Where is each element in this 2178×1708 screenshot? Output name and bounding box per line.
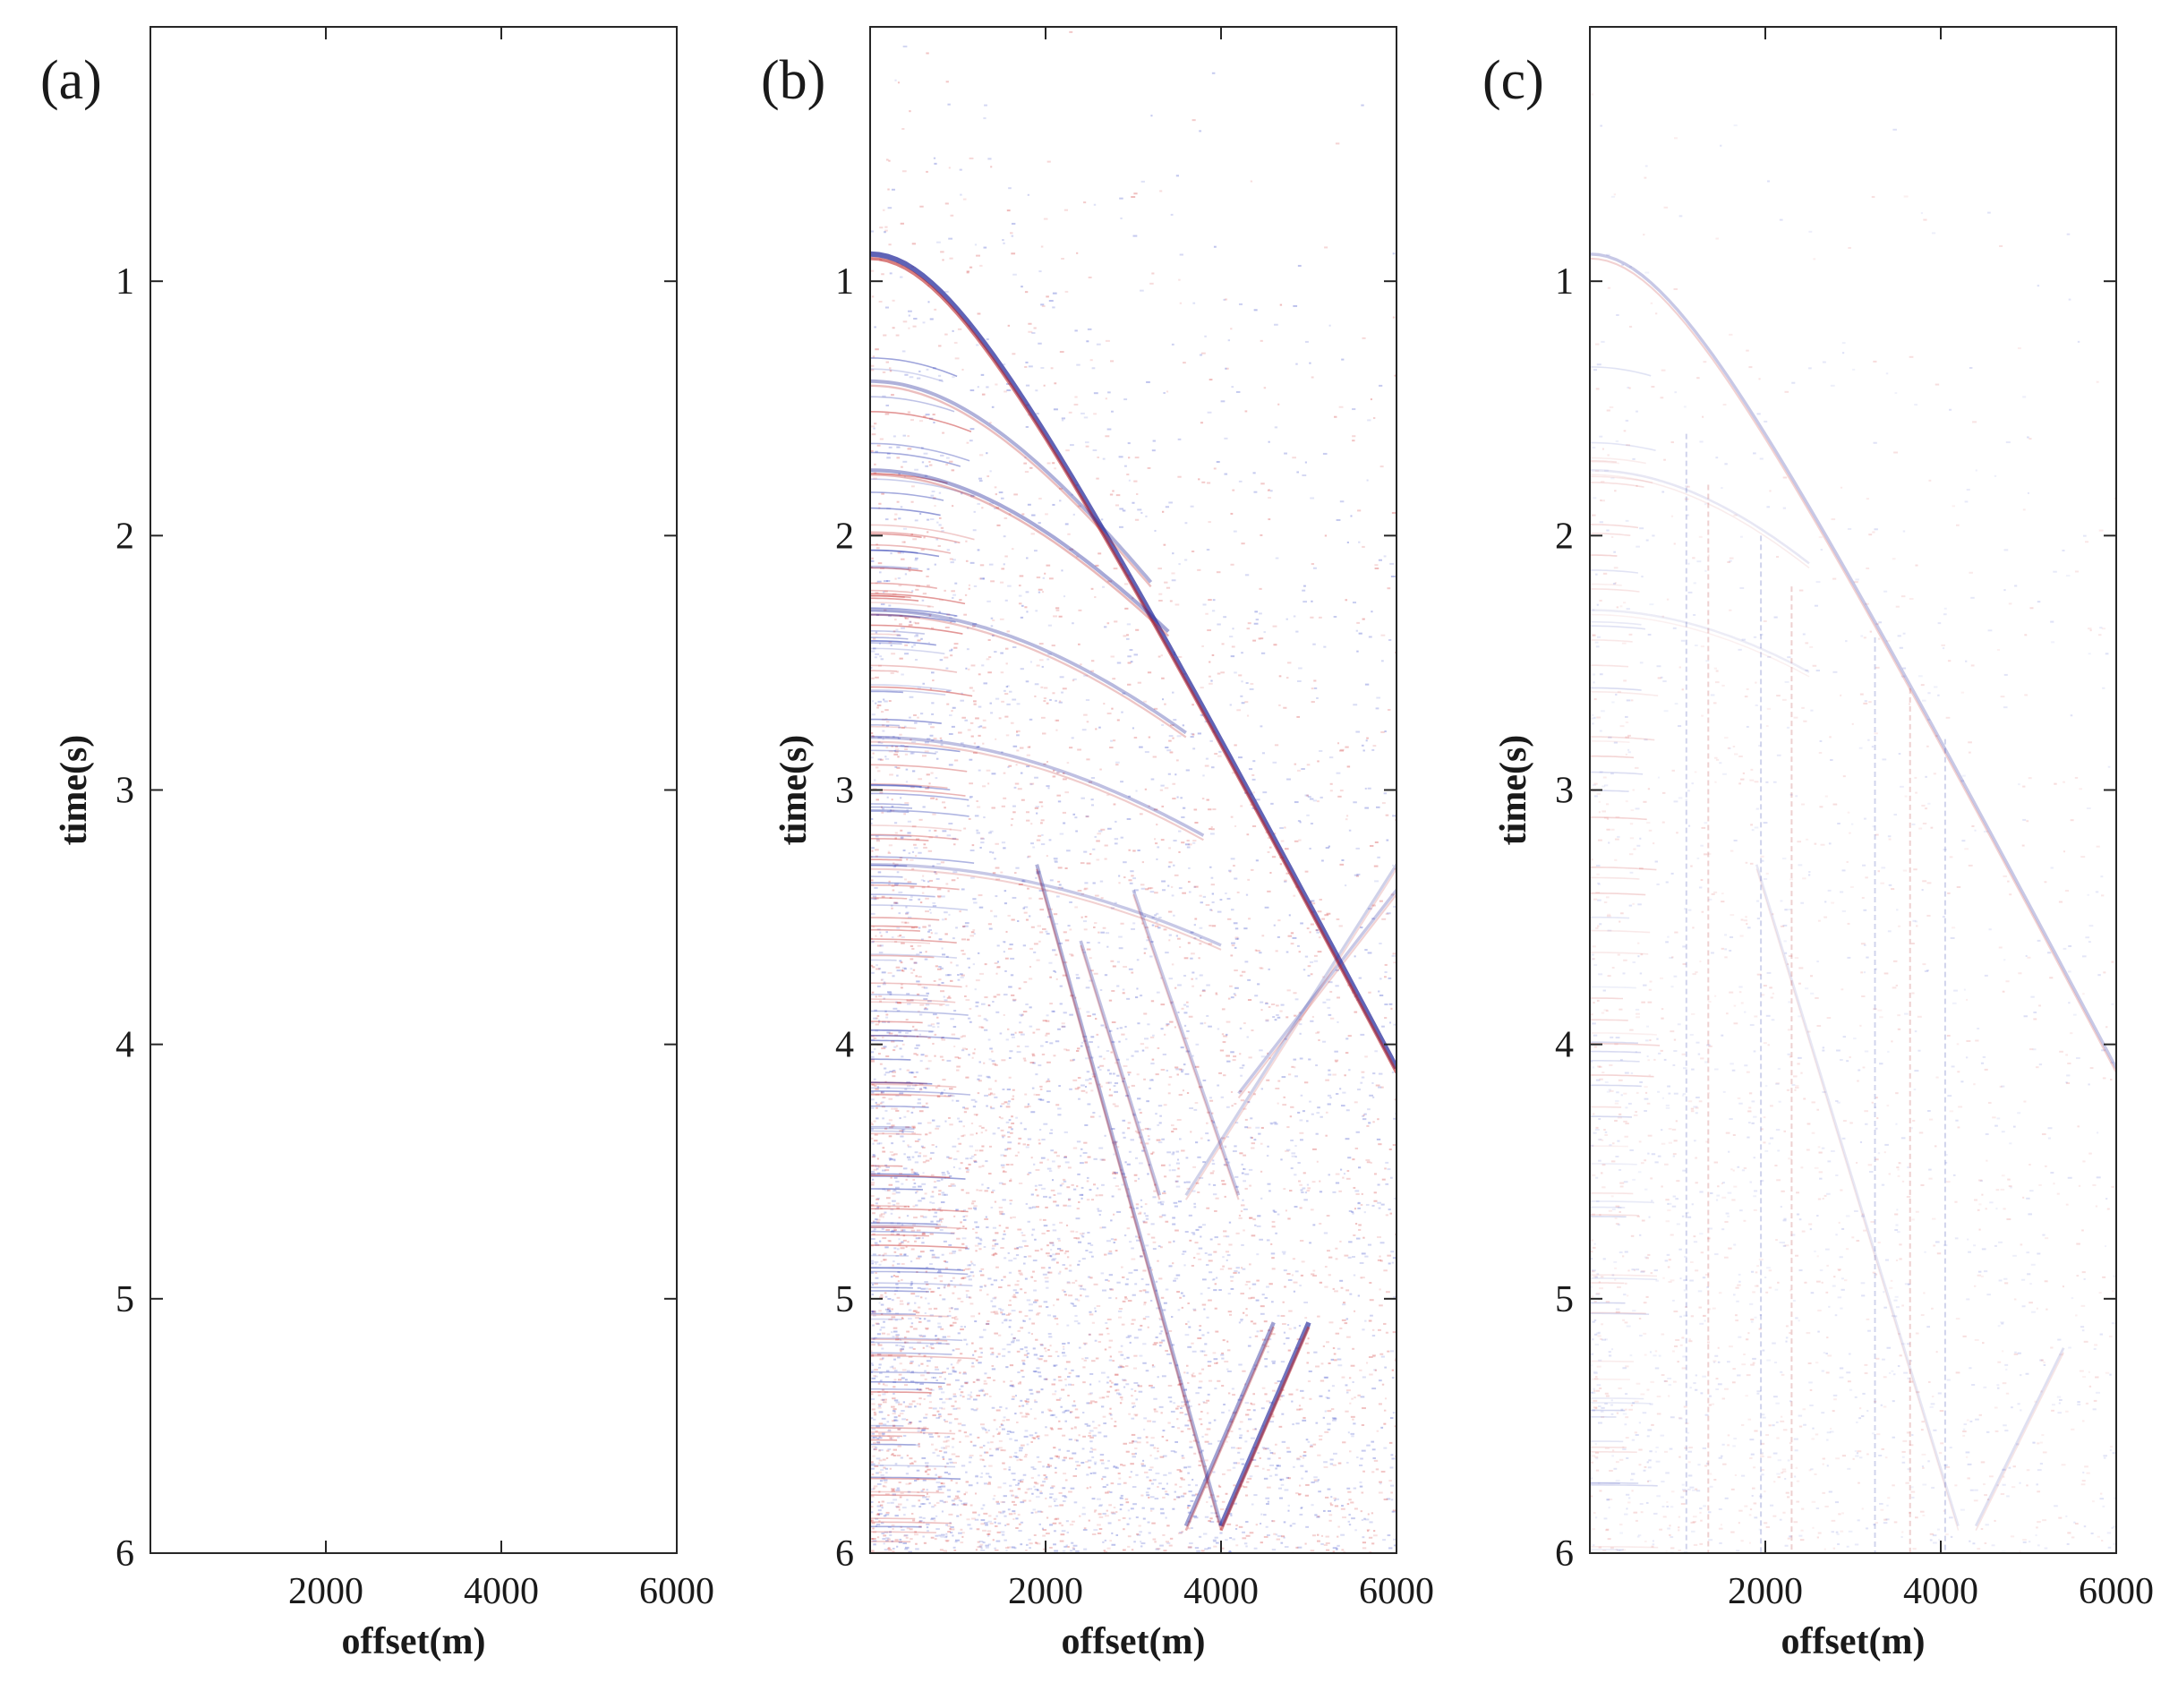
x-tick-label: 2000 xyxy=(288,1571,363,1612)
x-tick-label: 4000 xyxy=(464,1571,539,1612)
y-tick-label: 1 xyxy=(1555,261,1574,303)
plot-area xyxy=(1590,27,2116,1553)
x-tick-label: 6000 xyxy=(2079,1571,2154,1612)
y-axis-label: time(s) xyxy=(1493,735,1534,846)
y-tick-label: 5 xyxy=(835,1279,854,1320)
x-axis-label: offset(m) xyxy=(342,1621,486,1662)
x-tick-label: 6000 xyxy=(1359,1571,1434,1612)
y-tick-label: 6 xyxy=(835,1533,854,1575)
x-tick-label: 2000 xyxy=(1728,1571,1803,1612)
y-tick-label: 3 xyxy=(1555,771,1574,812)
panel-label: (c) xyxy=(1482,50,1544,111)
panel-label: (b) xyxy=(761,50,825,111)
y-tick-label: 3 xyxy=(835,771,854,812)
panel-a: 1 2 3 4 5 6 2000 4000 6000 offset(m) time(s) (a) xyxy=(40,27,714,1662)
x-axis-label: offset(m) xyxy=(1781,1621,1926,1662)
x-tick-label: 2000 xyxy=(1008,1571,1083,1612)
y-tick-label: 1 xyxy=(835,261,854,303)
y-tick-label: 6 xyxy=(115,1533,134,1575)
y-tick-label: 3 xyxy=(115,771,134,812)
y-tick-label: 4 xyxy=(115,1025,134,1066)
panel-label: (a) xyxy=(40,50,102,111)
y-tick-label: 2 xyxy=(835,516,854,557)
plot-area xyxy=(150,27,677,1553)
y-tick-label: 1 xyxy=(115,261,134,303)
y-tick-label: 4 xyxy=(835,1025,854,1066)
y-axis-label: time(s) xyxy=(54,735,95,846)
y-axis-label: time(s) xyxy=(773,735,815,846)
x-tick-label: 4000 xyxy=(1183,1571,1259,1612)
y-tick-label: 4 xyxy=(1555,1025,1574,1066)
x-axis-label: offset(m) xyxy=(1062,1621,1206,1662)
panel-c: 1 2 3 4 5 6 2000 4000 6000 offset(m) time(s) (c) xyxy=(1482,27,2154,1662)
x-tick-label: 4000 xyxy=(1903,1571,1978,1612)
y-tick-label: 5 xyxy=(115,1279,134,1320)
y-tick-label: 2 xyxy=(115,516,134,557)
y-tick-label: 2 xyxy=(1555,516,1574,557)
y-tick-label: 6 xyxy=(1555,1533,1574,1575)
panel-b: 1 2 3 4 5 6 2000 4000 6000 offset(m) time(s) (b) xyxy=(761,27,1434,1662)
x-tick-label: 6000 xyxy=(639,1571,714,1612)
y-tick-label: 5 xyxy=(1555,1279,1574,1320)
